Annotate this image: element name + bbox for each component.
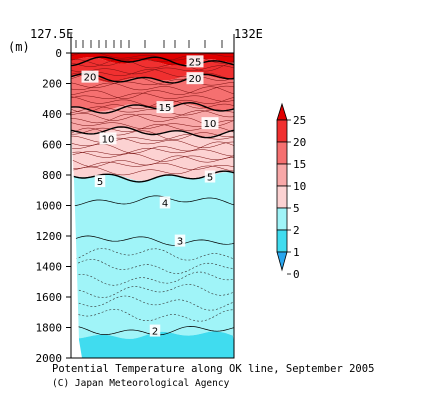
- isotherm-label: 5: [97, 177, 103, 188]
- isotherm-label: 20: [189, 74, 202, 85]
- colorbar-bottom-arrow: [276, 251, 288, 272]
- isotherm-line: [70, 309, 234, 322]
- isotherm-line: [70, 165, 234, 176]
- colorbar-label: 1: [293, 246, 300, 259]
- colorbar-swatch: [276, 141, 288, 165]
- y-tick-label: 800: [42, 169, 62, 182]
- isotherm-line: [70, 56, 234, 67]
- isotherm-line: [70, 126, 234, 139]
- isotherm-label-bg: [186, 55, 204, 68]
- isotherm-label: 3: [177, 237, 183, 248]
- colorbar-label: 15: [293, 158, 306, 171]
- isotherm-label: 15: [159, 103, 172, 114]
- isotherm-line: [70, 259, 234, 274]
- y-tick-label: 400: [42, 108, 62, 121]
- y-tick-label: 1400: [36, 261, 63, 274]
- isotherm-line: [70, 195, 234, 207]
- isotherm-line: [70, 295, 234, 311]
- isotherm-line: [70, 161, 234, 170]
- colorbar-swatch: [276, 185, 288, 209]
- isotherm-line: [70, 79, 234, 88]
- isotherm-line: [70, 284, 234, 298]
- colorbar-label: 5: [293, 202, 300, 215]
- chart-title: Potential Temperature along OK line, Sep…: [52, 363, 374, 375]
- temperature-band: [70, 172, 234, 339]
- isotherm-line: [70, 65, 234, 75]
- isotherm-label: 5: [207, 173, 213, 184]
- isotherm-line: [70, 101, 234, 114]
- x-label-left: 127.5E: [30, 27, 73, 41]
- y-tick-label: 2000: [36, 352, 63, 365]
- isotherm-label-bg: [81, 70, 99, 83]
- colorbar-label: 0: [293, 268, 300, 281]
- x-label-right: 132E: [234, 27, 263, 41]
- y-tick-label: 0: [55, 47, 62, 60]
- isotherm-line: [70, 147, 234, 157]
- isotherm-line: [70, 235, 234, 246]
- isotherm-label-bg: [99, 132, 117, 145]
- colorbar-swatch: [276, 119, 288, 143]
- colorbar-swatch: [276, 163, 288, 187]
- isotherm-label: 25: [189, 57, 202, 68]
- temperature-band: [70, 53, 234, 66]
- isotherm-line: [70, 106, 234, 116]
- colorbar-label: 20: [293, 136, 306, 149]
- isotherm-line: [70, 86, 234, 99]
- isotherm-label-bg: [186, 72, 204, 85]
- y-tick-label: 1000: [36, 200, 63, 213]
- chart-credit: (C) Japan Meteorological Agency: [52, 378, 230, 389]
- isotherm-label-bg: [174, 234, 186, 247]
- isotherm-label-bg: [149, 324, 161, 337]
- isotherm-line: [70, 82, 234, 94]
- colorbar-swatch: [276, 229, 288, 253]
- isotherm-line: [70, 155, 234, 167]
- temperature-bands: [70, 53, 234, 358]
- isotherm-line: [70, 271, 234, 286]
- colorbar-swatch: [276, 207, 288, 231]
- station-ticks: [70, 34, 235, 53]
- isotherm-line: [70, 110, 234, 121]
- y-tick-label: 1800: [36, 322, 63, 335]
- colorbar-label: 25: [293, 114, 306, 127]
- colorbar-label: 10: [293, 180, 306, 193]
- isotherm-line: [70, 141, 234, 154]
- isotherm-line: [70, 127, 234, 140]
- isotherm-line: [70, 96, 234, 108]
- isotherm-label-bg: [94, 175, 106, 188]
- isotherm-label-bg: [201, 117, 219, 130]
- isotherm-label: 10: [102, 134, 115, 145]
- isotherm-line: [70, 92, 234, 102]
- isotherm-line: [70, 53, 234, 61]
- colorbar-label: 2: [293, 224, 300, 237]
- isotherm-label: 2: [152, 327, 158, 338]
- y-axis-unit: (m): [8, 40, 30, 54]
- y-tick-label: 200: [42, 78, 62, 91]
- y-tick-label: 600: [42, 139, 62, 152]
- isotherm-line: [70, 59, 234, 72]
- y-tick-label: 1200: [36, 230, 63, 243]
- isotherm-line: [70, 55, 234, 66]
- isotherm-label-bg: [204, 170, 216, 183]
- isotherm-line: [70, 151, 234, 162]
- isotherm-label-bg: [159, 196, 171, 209]
- isotherm-label: 10: [204, 119, 217, 130]
- isotherm-label: 20: [84, 73, 97, 84]
- isotherm-line: [70, 248, 234, 261]
- temperature-band: [70, 331, 234, 358]
- colorbar-top-arrow: [276, 102, 288, 121]
- y-tick-label: 1600: [36, 291, 63, 304]
- isotherm-label-bg: [156, 101, 174, 114]
- isotherm-label: 4: [162, 198, 168, 209]
- depth-axis: 0 200 400 600 800 1000 1200 1400 1600 1800 2000: [36, 47, 71, 365]
- isotherm-labels: 25 20 20 15 10 10 5 5 4 3 2: [81, 55, 219, 338]
